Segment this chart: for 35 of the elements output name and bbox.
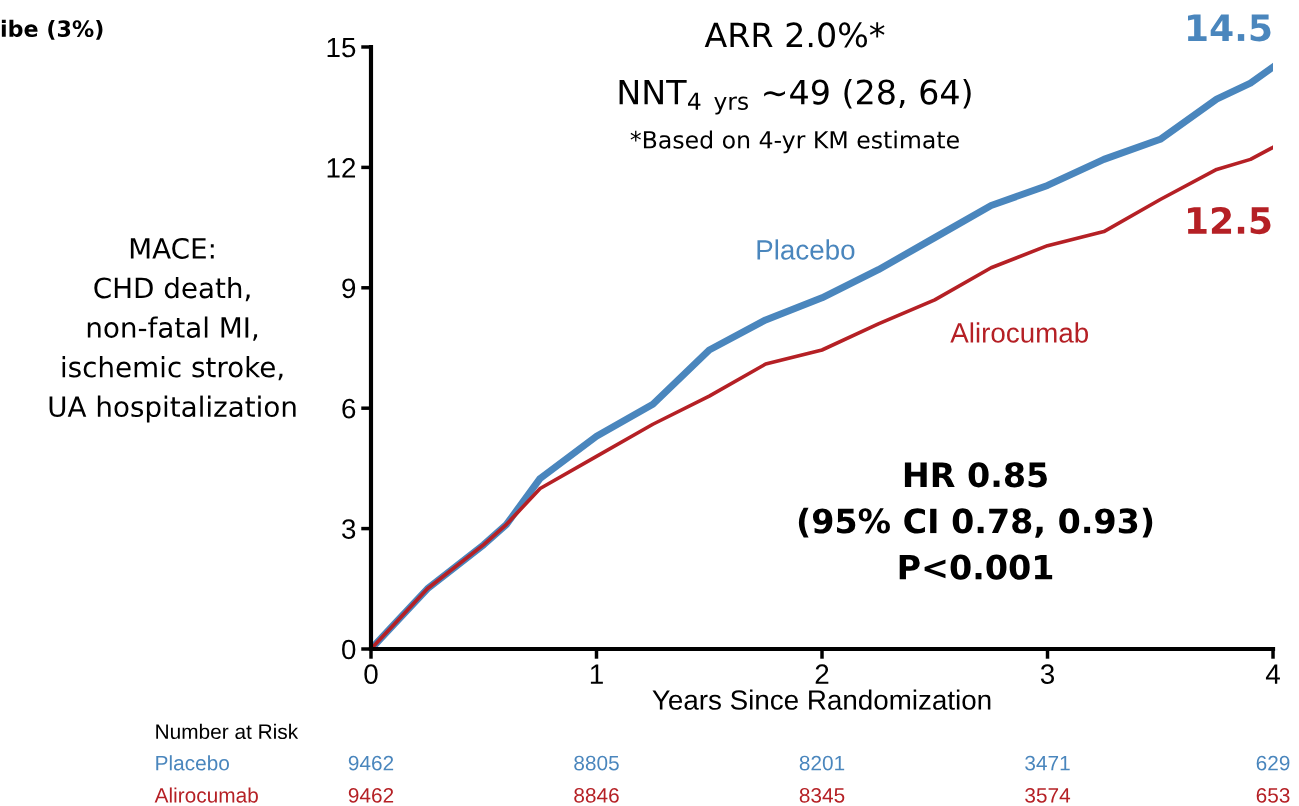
text: Placebo [156,755,229,771]
x-tick-label: 0 [364,664,378,684]
annotation: ARR 2.0%* [704,22,885,48]
y-tick-label: 3 [342,519,356,539]
text: 9462 [348,787,394,803]
text: 653 [1256,787,1290,803]
y-tick-label: 12 [327,158,356,178]
x-tick-label: 4 [1265,664,1280,684]
text: ibe (3%) [1,19,103,40]
text: 8345 [799,787,845,803]
annotation: 12.5 [1188,206,1271,235]
text: 629 [1256,755,1290,771]
series-label: Alirocumab [950,322,1089,343]
x-tick-label: 1 [590,664,603,684]
text: 9462 [348,755,394,771]
y-tick-label: 0 [342,639,356,660]
y-tick-label: 9 [342,278,356,299]
text: 8846 [574,787,619,803]
text: 8201 [799,755,845,771]
text: Number at Risk [156,723,299,740]
y-axis-title: MACE: CHD death, non-fatal MI, ischemic stroke, UA hospitalization [49,237,296,423]
text: 3471 [1025,755,1070,771]
annotation: HR 0.85 (95% CI 0.78, 0.93) P<0.001 [798,462,1153,580]
annotation: *Based on 4-yr KM estimate [630,130,959,154]
series-label: Placebo [757,239,855,260]
y-tick-label: 6 [342,398,356,419]
annotation: NNT$_{4 yrs}$ ~49 (28, 64) [619,78,971,115]
y-tick-label: 15 [327,37,356,58]
x-tick-label: 2 [815,664,829,684]
x-axis-title: Years Since Randomization [652,689,991,710]
text: Alirocumab [154,787,258,803]
annotation: 14.5 [1188,14,1271,42]
text: 8805 [574,755,619,771]
text: 3574 [1025,787,1071,803]
x-tick-label: 3 [1040,664,1055,684]
